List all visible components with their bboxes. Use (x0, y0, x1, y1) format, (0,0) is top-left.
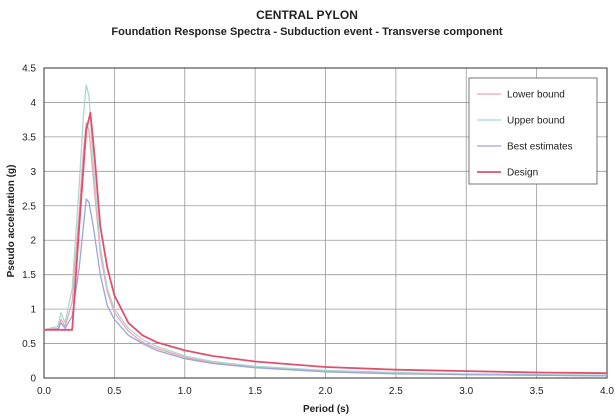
series-lines (43, 84, 608, 377)
legend-label: Upper bound (507, 116, 565, 127)
y-tick-label: 4.5 (22, 64, 36, 75)
series-line-design (44, 111, 608, 375)
y-tick-label: 2.5 (22, 201, 36, 212)
y-axis-label: Pseudo acceleration (g) (6, 165, 17, 278)
x-tick-label: 0.0 (37, 386, 51, 397)
x-tick-label: 4.0 (600, 386, 614, 397)
chart-title: CENTRAL PYLON (256, 8, 358, 22)
y-tick-label: 2 (30, 236, 36, 247)
axis-ticks: 0.0 0.5 1.0 1.5 2.0 2.5 3.0 3.5 4.0 0 0.5 1 1.5 2 2.5 3… (22, 64, 614, 398)
plot-area (43, 67, 608, 379)
legend-box (468, 77, 598, 185)
series-line-best-estimates (44, 198, 608, 377)
x-tick-label: 0.5 (107, 386, 121, 397)
series-line-upper-bound (43, 84, 608, 376)
x-axis-label: Period (s) (303, 404, 349, 415)
x-tick-label: 1.0 (178, 386, 192, 397)
x-tick-label: 1.5 (248, 386, 262, 397)
y-tick-label: 3.5 (22, 132, 36, 143)
legend-label: Lower bound (507, 90, 565, 101)
grid (43, 67, 608, 379)
legend-label: Best estimates (507, 142, 573, 153)
chart-subtitle: Foundation Response Spectra - Subduction… (111, 26, 503, 38)
y-tick-label: 3 (30, 167, 36, 178)
x-tick-label: 2.0 (319, 386, 333, 397)
legend-label: Design (507, 168, 538, 179)
x-tick-label: 2.5 (389, 386, 403, 397)
y-tick-label: 4 (30, 98, 36, 109)
series-line-lower-bound (43, 122, 608, 377)
x-tick-label: 3.0 (459, 386, 473, 397)
y-tick-label: 1 (30, 305, 36, 316)
y-tick-label: 0 (30, 374, 36, 385)
x-tick-label: 3.5 (530, 386, 544, 397)
y-tick-label: 0.5 (22, 339, 36, 350)
y-tick-label: 1.5 (22, 270, 36, 281)
legend: Lower bound Upper bound Best estimates Desi… (468, 77, 598, 185)
